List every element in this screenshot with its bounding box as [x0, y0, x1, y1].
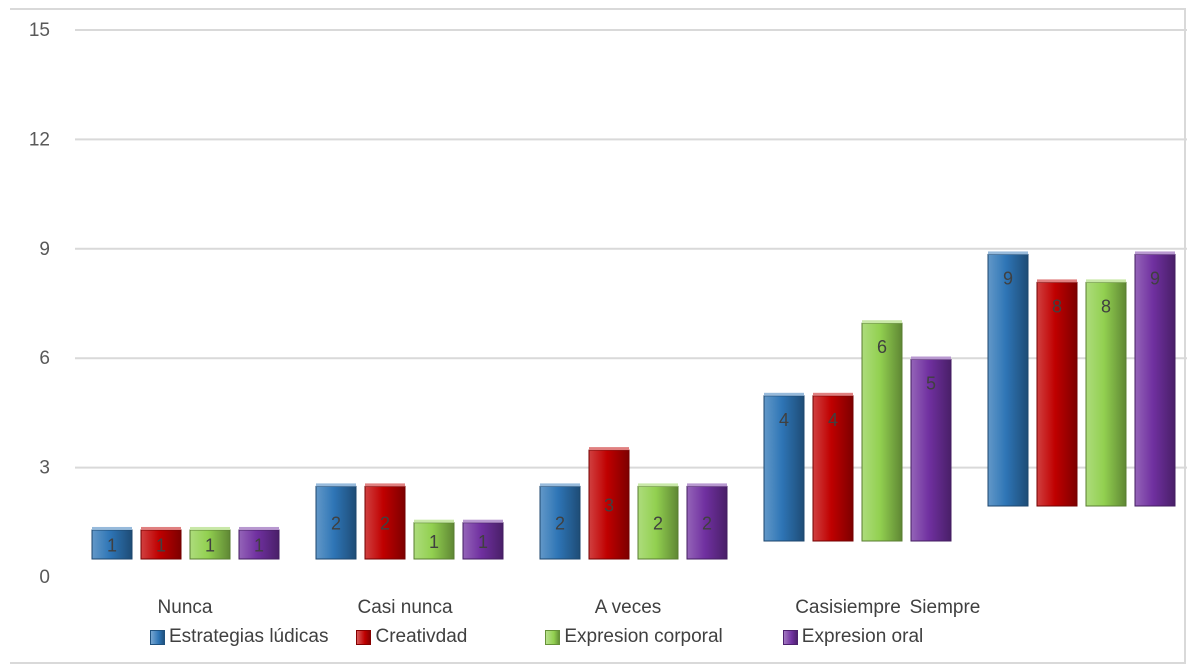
data-label-2-1: 3: [604, 496, 614, 516]
bar-0-1: [140, 529, 182, 560]
bar-2-2: [637, 485, 679, 560]
legend-swatch-2: [545, 629, 561, 645]
bars: 1 1 1 1 2 2 1 1 2 3 2 2 4 4 6 5 9 8 8 9: [91, 251, 1176, 560]
bar-4-0: [987, 253, 1029, 507]
bar-2-1: [588, 449, 630, 560]
data-label-4-2: 8: [1101, 296, 1111, 316]
legend-item-2: Expresion corporal: [545, 626, 723, 648]
gridlines: [75, 29, 1187, 469]
bar-top-1-2: [414, 519, 454, 523]
data-label-0-3: 1: [254, 535, 264, 555]
legend-item-3: Expresion oral: [782, 626, 924, 648]
data-label-0-2: 1: [205, 535, 215, 555]
legend-label-2: Expresion corporal: [564, 626, 723, 647]
data-label-2-2: 2: [653, 514, 663, 534]
x-tick-label-0: Nunca: [158, 597, 213, 618]
bar-top-1-3: [463, 519, 503, 523]
bar-top-2-3: [687, 483, 727, 487]
data-label-1-3: 1: [478, 532, 488, 552]
data-label-1-0: 2: [331, 514, 341, 534]
bar-top-4-2: [1086, 279, 1126, 283]
bar-3-2: [861, 322, 903, 542]
x-axis-ticks: Nunca Casi nunca A veces Casisiempre Siempre: [158, 597, 981, 618]
bar-top-4-1: [1037, 279, 1077, 283]
data-label-4-1: 8: [1052, 296, 1062, 316]
bar-4-1: [1036, 281, 1078, 507]
bar-top-3-0: [764, 392, 804, 396]
data-label-1-2: 1: [429, 532, 439, 552]
bar-top-4-3: [1135, 251, 1175, 255]
y-axis-ticks: 0 3 6 9 12 15: [29, 20, 50, 588]
chart-frame: [10, 8, 1186, 664]
bar-top-3-1: [813, 392, 853, 396]
bar-top-1-1: [365, 483, 405, 487]
legend-label-1: Creativdad: [375, 626, 468, 647]
data-label-3-3: 5: [926, 374, 936, 394]
legend-swatch-3: [782, 629, 798, 645]
x-tick-label-2: A veces: [595, 597, 662, 618]
bar-top-0-1: [141, 526, 181, 530]
bar-1-0: [315, 485, 357, 560]
x-tick-label-1: Casi nunca: [357, 597, 452, 618]
data-label-4-0: 9: [1003, 268, 1013, 288]
legend-item-0: Estrategias lúdicas: [150, 626, 328, 648]
legend-label-3: Expresion oral: [801, 626, 924, 647]
data-label-3-0: 4: [779, 410, 789, 430]
bar-top-4-0: [988, 251, 1028, 255]
y-tick-label-6: 6: [39, 348, 50, 369]
legend-swatch-0: [150, 629, 165, 645]
data-label-4-3: 9: [1150, 268, 1160, 288]
bar-top-0-0: [92, 526, 132, 530]
legend-swatch-1: [356, 629, 372, 645]
bar-1-2: [413, 522, 455, 560]
data-label-3-1: 4: [828, 410, 838, 430]
bar-top-0-2: [190, 526, 230, 530]
bar-top-2-2: [638, 483, 678, 487]
legend-item-1: Creativdad: [356, 626, 467, 648]
y-tick-label-15: 15: [29, 20, 50, 41]
bar-top-1-0: [316, 483, 356, 487]
bar-3-1: [812, 395, 854, 542]
y-tick-label-3: 3: [39, 458, 50, 479]
bar-2-0: [539, 485, 581, 560]
data-label-0-0: 1: [107, 535, 117, 555]
x-tick-label-4: Siempre: [910, 597, 981, 618]
bar-top-3-3: [911, 356, 951, 360]
bar-3-3: [910, 359, 952, 542]
bar-top-2-1: [589, 447, 629, 451]
bar-top-0-3: [239, 526, 279, 530]
bar-0-2: [189, 529, 231, 560]
bar-1-3: [462, 522, 504, 560]
bar-4-3: [1134, 253, 1176, 507]
bar-3-0: [763, 395, 805, 542]
data-label-0-1: 1: [156, 535, 166, 555]
data-label-3-2: 6: [877, 337, 887, 357]
bar-top-3-2: [862, 320, 902, 324]
y-tick-label-0: 0: [39, 567, 50, 588]
legend: Estrategias lúdicas Creativdad Expresion…: [150, 624, 923, 650]
bar-top-2-0: [540, 483, 580, 487]
data-label-1-1: 2: [380, 514, 390, 534]
data-label-2-0: 2: [555, 514, 565, 534]
x-tick-label-3: Casisiempre: [795, 597, 901, 618]
legend-label-0: Estrategias lúdicas: [169, 626, 329, 647]
y-tick-label-9: 9: [39, 239, 50, 260]
data-label-2-3: 2: [702, 514, 712, 534]
bar-1-1: [364, 485, 406, 560]
y-tick-label-12: 12: [29, 129, 50, 150]
